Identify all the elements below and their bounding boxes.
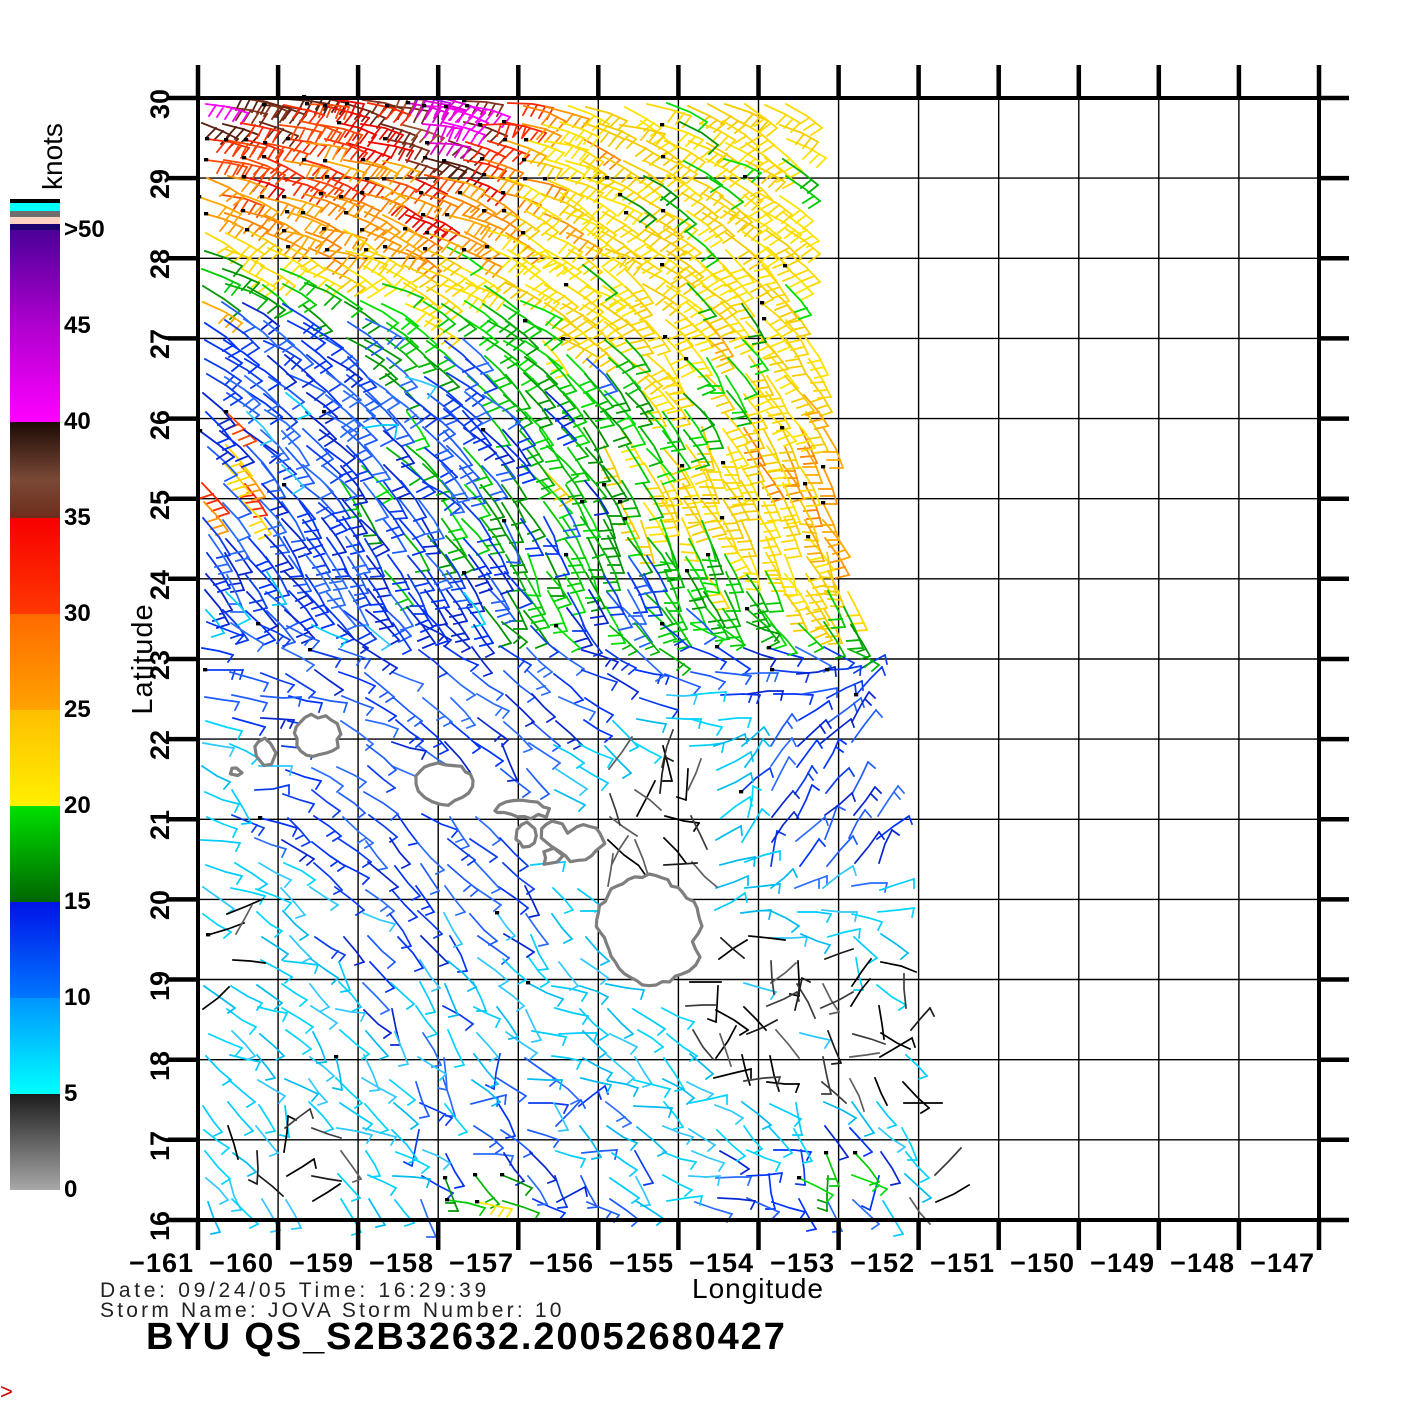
svg-text:10: 10 xyxy=(64,984,91,1011)
svg-text:27: 27 xyxy=(145,329,175,359)
svg-text:>50: >50 xyxy=(64,216,105,243)
svg-text:21: 21 xyxy=(145,810,175,840)
svg-text:19: 19 xyxy=(145,971,175,1001)
svg-text:−150: −150 xyxy=(1010,1248,1075,1278)
svg-text:knots: knots xyxy=(37,123,68,190)
svg-text:−158: −158 xyxy=(369,1248,434,1278)
svg-text:30: 30 xyxy=(145,89,175,119)
svg-text:25: 25 xyxy=(145,490,175,520)
svg-text:26: 26 xyxy=(145,410,175,440)
svg-text:−152: −152 xyxy=(850,1248,915,1278)
svg-text:29: 29 xyxy=(145,169,175,199)
svg-text:−156: −156 xyxy=(529,1248,594,1278)
svg-text:35: 35 xyxy=(64,504,91,531)
svg-text:24: 24 xyxy=(145,570,175,600)
svg-text:Longitude: Longitude xyxy=(692,1273,824,1304)
svg-text:−154: −154 xyxy=(689,1248,754,1278)
svg-text:−147: −147 xyxy=(1250,1248,1315,1278)
svg-text:Date: 09/24/05 Time: 16:2: Date: 09/24/05 Time: 16:29:39 xyxy=(100,1279,490,1302)
svg-text:−148: −148 xyxy=(1170,1248,1235,1278)
svg-text:−153: −153 xyxy=(770,1248,835,1278)
svg-text:−160: −160 xyxy=(209,1248,274,1278)
svg-text:16: 16 xyxy=(145,1211,175,1241)
svg-text:20: 20 xyxy=(145,890,175,920)
svg-text:40: 40 xyxy=(64,408,91,435)
svg-text:18: 18 xyxy=(145,1051,175,1081)
svg-text:15: 15 xyxy=(64,888,91,915)
svg-text:Storm Name: JOVA Storm N: Storm Name: JOVA Storm Number: 10 xyxy=(100,1299,565,1322)
svg-text:−161: −161 xyxy=(129,1248,194,1278)
svg-text:5: 5 xyxy=(64,1080,77,1107)
svg-text:−149: −149 xyxy=(1090,1248,1155,1278)
svg-text:0: 0 xyxy=(64,1176,77,1203)
svg-text:25: 25 xyxy=(64,696,91,723)
svg-text:30: 30 xyxy=(64,600,91,627)
svg-text:28: 28 xyxy=(145,249,175,279)
svg-text:BYU QS_S2B32632.20052680427: BYU QS_S2B32632.20052680427 xyxy=(146,1316,787,1358)
svg-text:−155: −155 xyxy=(609,1248,674,1278)
svg-text:>: > xyxy=(0,1379,13,1400)
svg-text:23: 23 xyxy=(145,650,175,680)
svg-text:22: 22 xyxy=(145,730,175,760)
svg-text:17: 17 xyxy=(145,1131,175,1161)
svg-text:−151: −151 xyxy=(930,1248,995,1278)
svg-text:Latitude: Latitude xyxy=(127,603,159,714)
svg-text:20: 20 xyxy=(64,792,91,819)
svg-text:−157: −157 xyxy=(449,1248,514,1278)
svg-text:−159: −159 xyxy=(289,1248,354,1278)
svg-text:45: 45 xyxy=(64,312,91,339)
